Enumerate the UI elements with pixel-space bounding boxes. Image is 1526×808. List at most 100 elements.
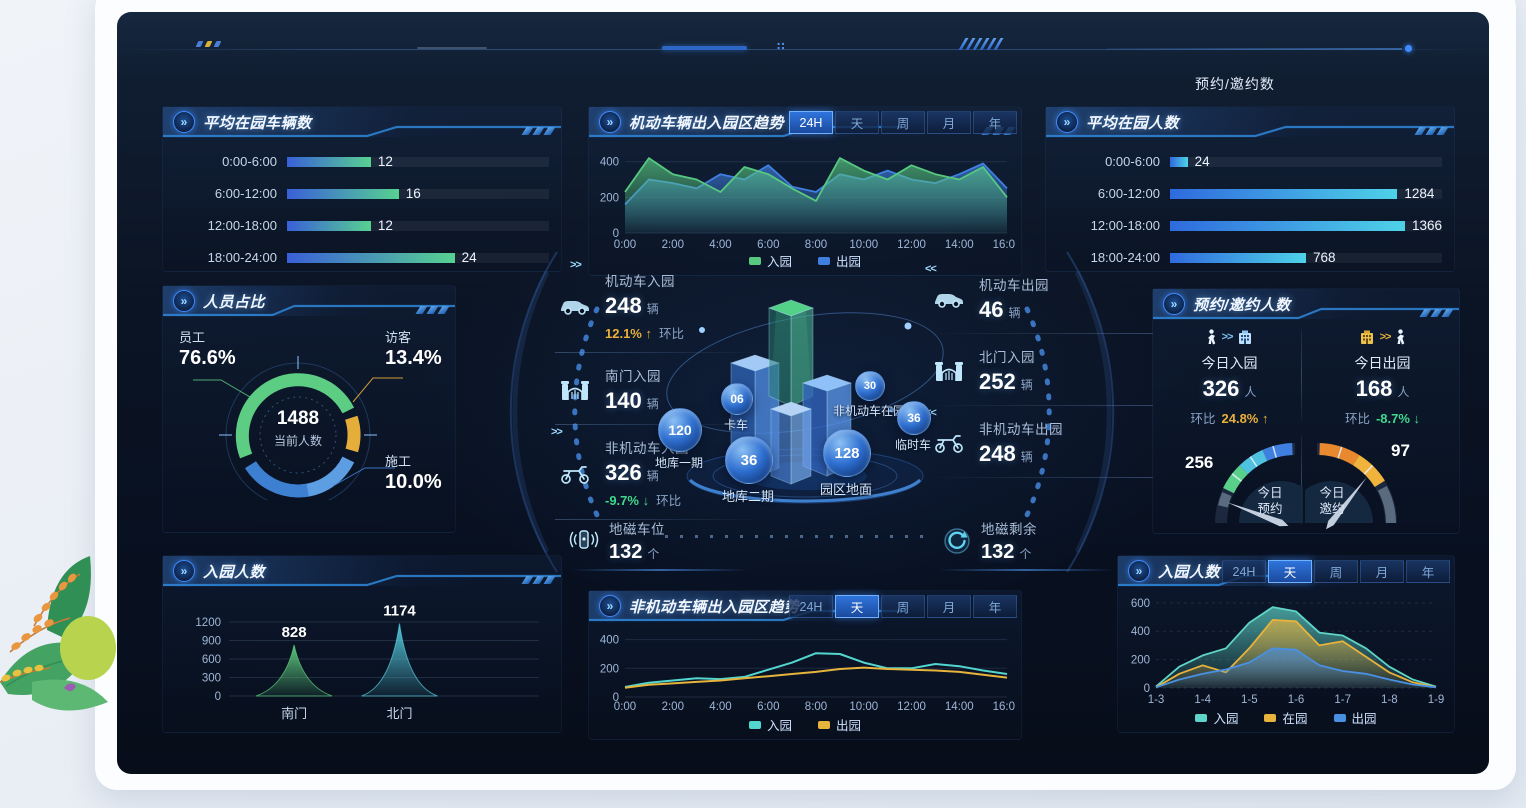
stat-name: 机动车入园 bbox=[605, 274, 675, 289]
svg-text:8:00: 8:00 bbox=[805, 701, 827, 713]
tab-day[interactable]: 天 bbox=[1268, 560, 1312, 583]
chart-legend: 入园 出园 bbox=[589, 715, 1021, 734]
legend-item[interactable]: 入园 bbox=[1195, 708, 1238, 727]
bar-row-value: 12 bbox=[377, 154, 393, 169]
panel-header: » 人员占比 bbox=[163, 286, 455, 317]
svg-text:1-4: 1-4 bbox=[1194, 694, 1211, 706]
chevrons-left-icon: << bbox=[925, 263, 937, 275]
bar-row-label: 18:00-24:00 bbox=[207, 250, 277, 265]
building-icon bbox=[1239, 330, 1252, 344]
bar-row-value: 1366 bbox=[1411, 218, 1442, 233]
tab-month[interactable]: 月 bbox=[1360, 560, 1404, 583]
building-icon bbox=[1360, 330, 1373, 344]
stat-name: 地磁剩余 bbox=[981, 522, 1037, 537]
panel-header: » 预约/邀约人数 bbox=[1153, 289, 1459, 320]
panel-arrow-icon: » bbox=[1056, 111, 1078, 133]
legend-item[interactable]: 出园 bbox=[818, 251, 861, 270]
stat-south-gate-in: 南门入园 140 辆 bbox=[555, 353, 767, 424]
svg-text:0: 0 bbox=[613, 228, 619, 240]
svg-text:900: 900 bbox=[202, 636, 221, 648]
bar-row: 0:00-6:00 24 bbox=[1046, 154, 1454, 169]
tab-month[interactable]: 月 bbox=[927, 595, 971, 618]
header-right-line bbox=[1107, 48, 1402, 50]
stat-name: 非机动车出园 bbox=[979, 422, 1063, 437]
gauge-value: 97 bbox=[1391, 441, 1410, 460]
panel-title: 人员占比 bbox=[203, 293, 266, 311]
bar-fill bbox=[1170, 188, 1398, 199]
svg-text:4:00: 4:00 bbox=[709, 701, 731, 713]
stat-name: 南门入园 bbox=[605, 369, 661, 384]
legend-item[interactable]: 入园 bbox=[748, 251, 792, 270]
legend-item[interactable]: 入园 bbox=[748, 715, 792, 734]
svg-text:200: 200 bbox=[600, 663, 619, 675]
bubble-label: 地库二期 bbox=[721, 489, 774, 504]
kpi-value: 168 bbox=[1355, 376, 1393, 401]
header-center-dots: ∷ bbox=[777, 41, 786, 53]
bubble-label: 非机动车在园 bbox=[832, 404, 905, 418]
stat-unit: 个 bbox=[647, 547, 660, 561]
kpi-unit: 人 bbox=[1244, 385, 1257, 399]
chart-legend: 入园 出园 bbox=[589, 251, 1021, 270]
bar-track: 24 bbox=[1170, 154, 1442, 169]
svg-text:14:00: 14:00 bbox=[945, 239, 974, 251]
kpi-delta: 环比 24.8% ↑ bbox=[1190, 411, 1269, 426]
tab-week[interactable]: 周 bbox=[881, 595, 925, 618]
svg-text:14:00: 14:00 bbox=[945, 701, 974, 713]
svg-text:400: 400 bbox=[600, 157, 619, 169]
svg-text:6:00: 6:00 bbox=[757, 701, 779, 713]
panel-corner-slashes bbox=[520, 122, 556, 140]
header-divider-line bbox=[117, 49, 1489, 50]
entry-trend-chart: 0 200 400 600 1-3 1-4 1-5 1-6 1-7 1-8 1-9 bbox=[1131, 598, 1445, 706]
svg-text:0:00: 0:00 bbox=[614, 239, 636, 251]
bubble-nonmotor-inside: 30 bbox=[855, 371, 885, 401]
panel-people-ratio: » 人员占比 员工 76.6% 访客 13.4% 施工 10.0% 1488 当… bbox=[162, 285, 456, 533]
tab-year[interactable]: 年 bbox=[1406, 560, 1450, 583]
bar-row-value: 24 bbox=[1194, 154, 1210, 169]
stat-nonmotor-out: << 非机动车出园 248 辆 bbox=[925, 406, 1153, 477]
stat-unit: 个 bbox=[1019, 547, 1032, 561]
panel-entry-gate: » 入园人数 1200 900 600 300 0 828 南门 1174 北门 bbox=[162, 555, 562, 733]
bar-row-label: 12:00-18:00 bbox=[207, 218, 277, 233]
menu-item-reservation-count[interactable]: 预约/邀约数 bbox=[1195, 76, 1275, 92]
legend-item[interactable]: 在园 bbox=[1264, 708, 1308, 727]
glow-line bbox=[572, 569, 747, 571]
tab-day[interactable]: 天 bbox=[835, 595, 879, 618]
svg-text:1174: 1174 bbox=[383, 603, 416, 620]
chevrons-right-icon: >> bbox=[1221, 331, 1234, 343]
chart-legend: 入园 在园 出园 bbox=[1118, 708, 1454, 727]
bar-row-value: 16 bbox=[405, 186, 421, 201]
tab-week[interactable]: 周 bbox=[1314, 560, 1358, 583]
bar-row-label: 6:00-12:00 bbox=[214, 186, 277, 201]
tab-week[interactable]: 周 bbox=[881, 111, 925, 134]
donut-center-text: 1488 当前人数 bbox=[273, 408, 322, 448]
tab-24h[interactable]: 24H bbox=[1222, 560, 1266, 583]
panel-underline bbox=[163, 574, 561, 587]
bar-track: 24 bbox=[287, 250, 549, 265]
tab-24h[interactable]: 24H bbox=[789, 595, 833, 618]
stage-stats-left: >> 机动车入园 248 辆 12.1% ↑ 环比 南门入园 140 辆 bbox=[551, 258, 767, 520]
divider bbox=[929, 333, 1153, 334]
bar-row: 12:00-18:00 12 bbox=[163, 218, 561, 233]
legend-item[interactable]: 出园 bbox=[818, 715, 861, 734]
svg-text:0: 0 bbox=[1144, 683, 1150, 695]
tab-24h[interactable]: 24H bbox=[789, 111, 833, 134]
legend-item[interactable]: 出园 bbox=[1333, 708, 1377, 727]
stat-unit: 辆 bbox=[646, 469, 659, 483]
donut-label-construction: 施工 10.0% bbox=[385, 454, 442, 494]
header-hatch-decoration bbox=[958, 38, 1004, 50]
tab-day[interactable]: 天 bbox=[835, 111, 879, 134]
gauge-value: 256 bbox=[1185, 453, 1214, 472]
panel-header: » 平均在园车辆数 bbox=[163, 107, 561, 140]
tab-year[interactable]: 年 bbox=[973, 111, 1017, 134]
tab-year[interactable]: 年 bbox=[973, 595, 1017, 618]
bar-row-label: 6:00-12:00 bbox=[1097, 186, 1160, 201]
bar-fill bbox=[287, 252, 455, 263]
stat-delta: -9.7% ↓ 环比 bbox=[605, 493, 682, 508]
donut-label-visitor: 访客 13.4% bbox=[385, 330, 442, 370]
people-ratio-donut-chart bbox=[193, 356, 403, 500]
vehicle-trend-chart: 0 200 400 0:00 2:00 4:00 6:00 8:00 10:00 12:00 14:… bbox=[600, 157, 1022, 251]
bar-row: 18:00-24:00 768 bbox=[1046, 250, 1454, 265]
person-icon bbox=[1397, 329, 1405, 345]
tab-month[interactable]: 月 bbox=[927, 111, 971, 134]
kpi-unit: 人 bbox=[1397, 385, 1410, 399]
